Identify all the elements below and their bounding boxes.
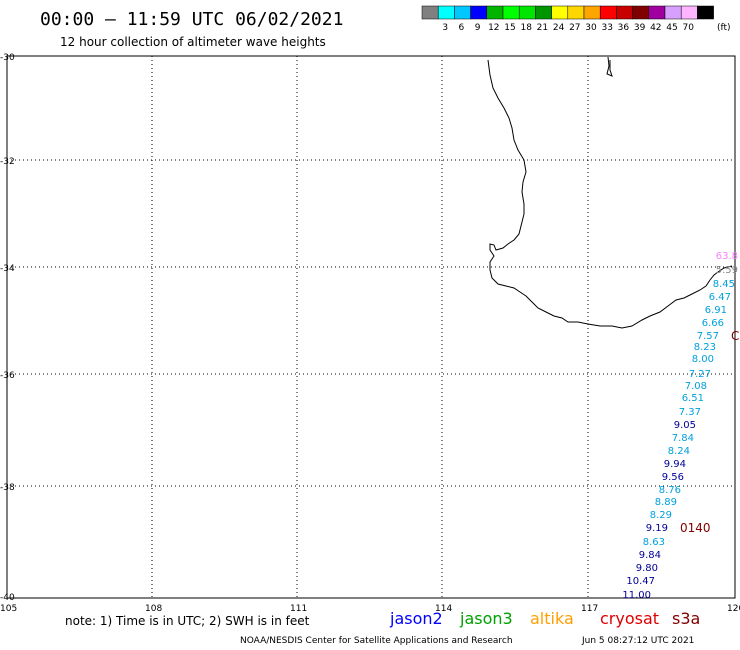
swh-observation: 9.84 bbox=[639, 550, 661, 561]
swh-observation: 10.47 bbox=[626, 576, 655, 587]
colorbar-label: 39 bbox=[634, 23, 646, 33]
swh-observation: 6.51 bbox=[682, 393, 704, 404]
lon-label: 117 bbox=[581, 604, 598, 614]
lon-label: 105 bbox=[0, 604, 17, 614]
swh-observation: 5.59 bbox=[716, 265, 738, 276]
colorbar-swatch bbox=[583, 5, 601, 20]
colorbar-label: 24 bbox=[553, 23, 565, 33]
credit-text: NOAA/NESDIS Center for Satellite Applica… bbox=[240, 636, 513, 646]
colorbar-swatch bbox=[421, 5, 439, 20]
lat-label: -32 bbox=[0, 157, 15, 167]
colorbar-swatch bbox=[470, 5, 488, 20]
lat-label: -30 bbox=[0, 53, 15, 63]
lat-label: -40 bbox=[0, 593, 15, 603]
map-frame bbox=[6, 55, 736, 599]
swh-observation: 8.63 bbox=[643, 537, 665, 548]
colorbar-label: 21 bbox=[537, 23, 548, 33]
colorbar-label: 30 bbox=[585, 23, 597, 33]
colorbar-legend: 3 6 9 12 15 18 21 24 27 30 33 36 39 42 45 70 bbox=[421, 5, 714, 33]
colorbar-label: 12 bbox=[488, 23, 499, 33]
colorbar-swatch bbox=[502, 5, 520, 20]
swh-observation: 8.89 bbox=[655, 497, 677, 508]
swh-observation: 8.29 bbox=[650, 510, 672, 521]
swh-observation: 9.56 bbox=[662, 472, 684, 483]
legend-jason3: jason3 bbox=[459, 609, 513, 628]
swh-observation: 6.91 bbox=[705, 305, 727, 316]
colorbar-swatch bbox=[454, 5, 471, 20]
time-marker: 0140 bbox=[680, 521, 711, 535]
colorbar-label: 18 bbox=[520, 23, 532, 33]
longitude-labels: 105 108 111 114 117 120 bbox=[0, 604, 740, 614]
swh-observation: 7.37 bbox=[679, 407, 701, 418]
colorbar-label: 15 bbox=[504, 23, 515, 33]
colorbar-swatch bbox=[518, 5, 536, 20]
lon-label: 111 bbox=[290, 604, 307, 614]
colorbar-swatch bbox=[697, 5, 714, 20]
swh-observation: 8.45 bbox=[713, 279, 735, 290]
swh-observation: 9.94 bbox=[664, 459, 686, 470]
colorbar-label: 33 bbox=[601, 23, 612, 33]
swh-observation: 63.8 bbox=[716, 251, 738, 262]
legend-s3a: s3a bbox=[672, 609, 700, 628]
colorbar-label: 9 bbox=[475, 23, 481, 33]
swh-observation: 8.76 bbox=[659, 485, 681, 496]
swh-observation: 11.00 bbox=[622, 590, 651, 601]
wave-height-observations: 63.8 5.59 8.45 6.47 6.91 6.66 7.578.238.00 7.27… bbox=[622, 251, 738, 601]
coastline bbox=[487, 59, 733, 329]
swh-observation: 7.27 bbox=[689, 369, 711, 380]
colorbar-label: 36 bbox=[618, 23, 630, 33]
swh-observation: 9.05 bbox=[674, 420, 696, 431]
swh-observation: 7.08 bbox=[685, 381, 707, 392]
legend-altika: altika bbox=[530, 609, 574, 628]
coastline-island bbox=[606, 56, 613, 77]
lon-label: 114 bbox=[435, 604, 452, 614]
colorbar-swatch bbox=[437, 5, 455, 20]
colorbar-label: 70 bbox=[682, 23, 694, 33]
swh-observation: 7.57 bbox=[697, 331, 719, 342]
colorbar-label: 42 bbox=[650, 23, 661, 33]
lon-label: 108 bbox=[145, 604, 162, 614]
colorbar-label: 27 bbox=[569, 23, 580, 33]
timestamp-text: Jun 5 08:27:12 UTC 2021 bbox=[581, 636, 694, 646]
colorbar-swatch bbox=[648, 5, 666, 20]
note-text: note: 1) Time is in UTC; 2) SWH is in fe… bbox=[65, 614, 310, 628]
swh-observation: 6.66 bbox=[702, 318, 724, 329]
satellite-legend: jason2 jason3 altika cryosat s3a bbox=[389, 609, 700, 628]
lat-label: -38 bbox=[0, 483, 15, 493]
time-range-title: 00:00 – 11:59 UTC 06/02/2021 bbox=[40, 9, 343, 30]
swh-observation: 8.00 bbox=[692, 354, 714, 365]
colorbar-swatch bbox=[680, 5, 698, 20]
swh-observation: 6.47 bbox=[709, 292, 731, 303]
lat-label: -36 bbox=[0, 371, 15, 381]
colorbar-swatch bbox=[664, 5, 682, 20]
latitude-labels: -30 -32 -34 -36 -38 -40 bbox=[0, 53, 15, 603]
legend-jason2: jason2 bbox=[389, 609, 443, 628]
subtitle: 12 hour collection of altimeter wave hei… bbox=[60, 35, 326, 49]
colorbar-label: 6 bbox=[459, 23, 465, 33]
colorbar-swatch bbox=[632, 5, 650, 20]
colorbar-label: 45 bbox=[666, 23, 677, 33]
swh-observation: 9.80 bbox=[636, 563, 658, 574]
lon-label: 120 bbox=[727, 604, 740, 614]
colorbar-swatch bbox=[535, 5, 552, 20]
graticule bbox=[7, 56, 735, 598]
colorbar-unit: (ft) bbox=[717, 23, 731, 33]
colorbar-swatch bbox=[599, 5, 617, 20]
lat-label: -34 bbox=[0, 264, 15, 274]
swh-observation: 7.84 bbox=[672, 433, 694, 444]
colorbar-swatch bbox=[551, 5, 569, 20]
colorbar-swatch bbox=[486, 5, 504, 20]
colorbar-label: 3 bbox=[442, 23, 448, 33]
swh-observation: 9.19 bbox=[646, 523, 668, 534]
swh-observation: 8.23 bbox=[694, 342, 716, 353]
edge-marker: C bbox=[731, 329, 739, 343]
colorbar-swatch bbox=[567, 5, 585, 20]
swh-observation: 8.24 bbox=[668, 446, 690, 457]
colorbar-swatch bbox=[616, 5, 633, 20]
legend-cryosat: cryosat bbox=[600, 609, 659, 628]
